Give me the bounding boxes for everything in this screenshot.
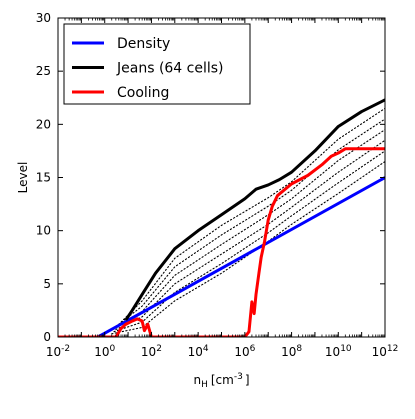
dotted-curve-6: [111, 161, 385, 335]
legend-label: Jeans (64 cells): [116, 61, 224, 77]
series-line-jeans-64-cells: [124, 98, 385, 321]
y-tick-label: 10: [36, 224, 51, 238]
x-tick-label: 102: [141, 344, 162, 359]
plot-area: [58, 98, 385, 337]
dotted-curve-5: [113, 150, 385, 333]
y-tick-label: 20: [36, 117, 51, 131]
axis-ticks: 0 5 10 15 20 25 30 10-2 100 102 104 106 108 1010 1012: [36, 11, 399, 359]
y-tick-label: 30: [36, 11, 51, 25]
y-tick-label: 0: [43, 330, 51, 344]
legend-label: Density: [117, 36, 170, 52]
x-tick-label: 10-2: [46, 344, 70, 359]
y-axis-title: Level: [16, 162, 30, 194]
x-tick-label: 1012: [372, 344, 399, 359]
x-tick-label: 106: [234, 344, 255, 359]
y-tick-label: 15: [36, 171, 51, 185]
series-line-cooling: [58, 147, 385, 337]
x-axis-title: nH [cm-3]: [193, 372, 249, 390]
dotted-curve-3: [115, 129, 385, 327]
y-tick-label: 5: [43, 277, 51, 291]
x-tick-label: 104: [188, 344, 209, 359]
legend: Density Jeans (64 cells) Cooling: [63, 23, 251, 105]
dotted-curve-4: [115, 139, 385, 331]
axis-titles: nH [cm-3] Level: [16, 162, 250, 390]
x-tick-label: 1010: [325, 344, 352, 359]
x-tick-label: 100: [94, 344, 115, 359]
y-tick-label: 25: [36, 64, 51, 78]
legend-label: Cooling: [117, 85, 169, 101]
x-tick-label: 108: [281, 344, 302, 359]
